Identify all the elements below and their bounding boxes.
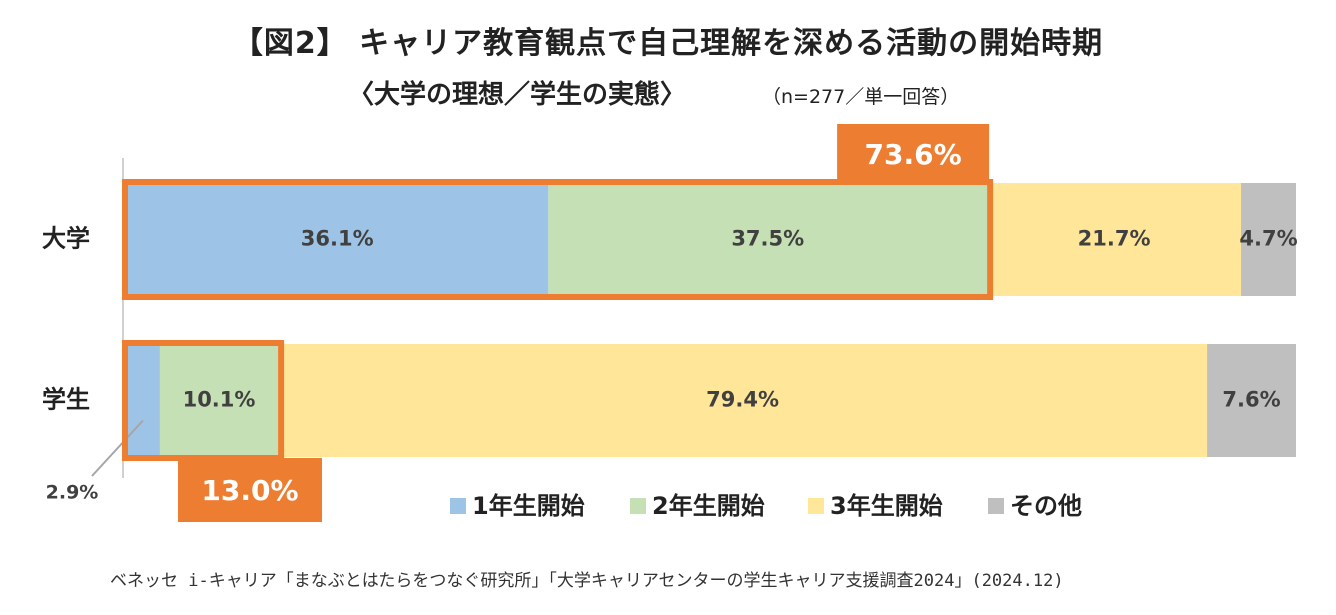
legend-swatch (630, 498, 646, 514)
sample-size-note: （n=277／単一回答） (762, 86, 960, 108)
bar-segment (548, 183, 988, 296)
legend-label: 2年生開始 (652, 492, 765, 520)
legend-label: 1年生開始 (472, 492, 585, 520)
legend-swatch (808, 498, 824, 514)
bar-segment (159, 344, 279, 457)
legend-swatch (988, 498, 1004, 514)
data-label: 10.1% (183, 388, 256, 412)
bar-segment (1241, 183, 1296, 296)
chart-subtitle: 〈大学の理想／学生の実態〉 (348, 80, 687, 110)
data-label: 79.4% (706, 388, 779, 412)
data-label: 21.7% (1078, 227, 1151, 251)
callout-label: 73.6% (865, 138, 962, 171)
legend-swatch (450, 498, 466, 514)
category-label: 大学 (42, 225, 90, 253)
callout-box (837, 124, 990, 184)
callout-box (178, 458, 322, 522)
highlight-frame (122, 179, 994, 300)
data-label: 2.9% (46, 482, 99, 504)
source-note: ベネッセ i-キャリア「まなぶとはたらをつなぐ研究所」「大学キャリアセンターの学… (110, 571, 1064, 591)
chart-title: 【図2】 キャリア教育観点で自己理解を深める活動の開始時期 (232, 26, 1104, 61)
bar-segment (987, 183, 1242, 296)
legend-label: その他 (1010, 492, 1082, 520)
data-label: 4.7% (1239, 227, 1297, 251)
data-label: 37.5% (731, 227, 804, 251)
bar-segment (126, 344, 160, 457)
bar-segment (278, 344, 1208, 457)
data-label: 36.1% (301, 227, 374, 251)
bar-segment (1207, 344, 1296, 457)
stacked-bar-chart: 大学 36.1% 37.5% 21.7% 4.7% 学生 10.1% 79.4% 7.6% 2.9… (42, 124, 1298, 522)
callout-label: 13.0% (201, 474, 298, 507)
data-label: 7.6% (1222, 388, 1280, 412)
category-label: 学生 (42, 386, 90, 414)
leader-line (91, 419, 144, 477)
bar-segment (126, 183, 549, 296)
legend-label: 3年生開始 (830, 492, 943, 520)
